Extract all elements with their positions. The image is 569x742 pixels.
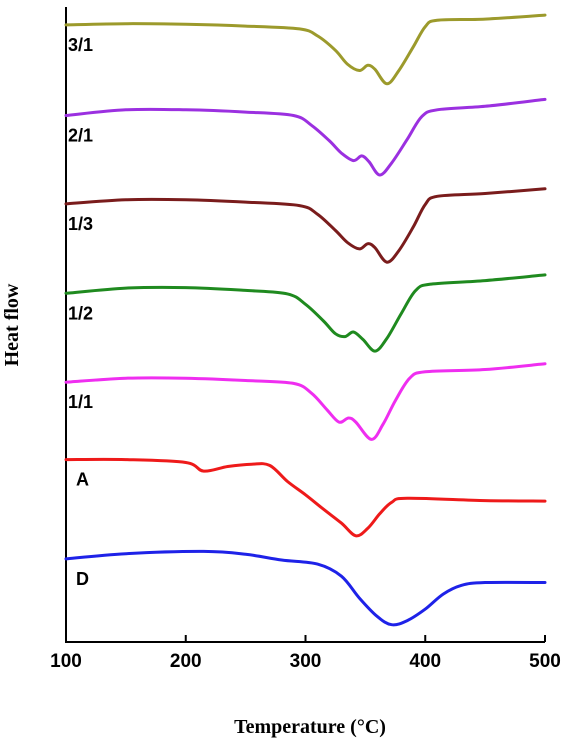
plot-area <box>65 7 545 643</box>
series-line-1-2 <box>64 273 547 353</box>
series-line-1-1 <box>64 362 547 441</box>
series-label-2-1: 2/1 <box>68 126 93 146</box>
series-line-2-1 <box>64 97 547 177</box>
series-label-3-1: 3/1 <box>68 35 93 55</box>
series-labels-layer: 3/1 2/1 1/3 1/2 1/1 A D <box>68 35 93 589</box>
series-label-1-3: 1/3 <box>68 214 93 234</box>
series-line-3-1 <box>64 13 547 86</box>
x-tick-label-100: 100 <box>50 651 82 672</box>
x-axis-title: Temperature (°C) <box>234 716 386 738</box>
x-tick-label-300: 300 <box>290 651 322 672</box>
curves-layer <box>64 13 547 627</box>
series-line-d <box>64 549 547 627</box>
x-tick-label-500: 500 <box>529 651 561 672</box>
series-line-a <box>64 457 547 538</box>
x-ticks: 100 200 300 400 500 <box>50 635 561 672</box>
x-tick-label-400: 400 <box>409 651 441 672</box>
series-label-1-1: 1/1 <box>68 392 93 412</box>
series-label-1-2: 1/2 <box>68 303 93 323</box>
series-label-a: A <box>76 470 89 490</box>
series-label-d: D <box>76 569 89 589</box>
series-line-1-3 <box>64 187 547 264</box>
x-tick-label-200: 200 <box>170 651 202 672</box>
y-axis-title: Heat flow <box>1 283 23 366</box>
